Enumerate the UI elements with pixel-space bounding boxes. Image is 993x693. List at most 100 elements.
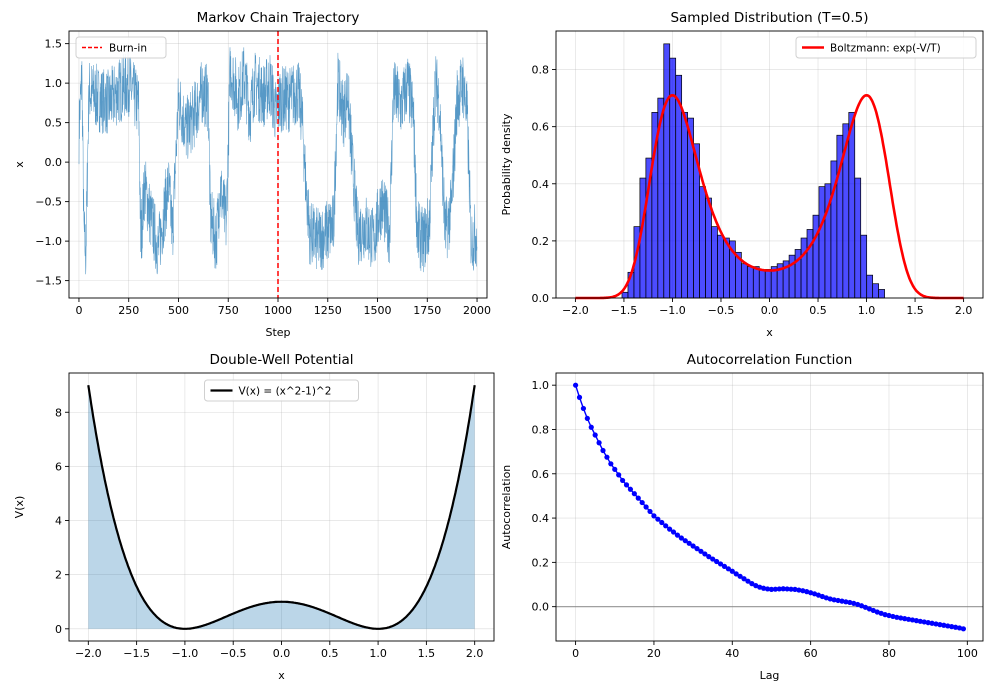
autocorr-point — [874, 609, 880, 615]
legend-box — [204, 379, 359, 402]
autocorr-point — [729, 568, 735, 574]
histogram-bar — [752, 266, 760, 299]
x-tick-label: 0.0 — [761, 304, 779, 317]
autocorr-point — [643, 504, 649, 510]
autocorr-point — [580, 405, 587, 412]
autocorr-point — [674, 532, 681, 538]
autocorr-point — [682, 538, 688, 544]
y-tick-label: 1.0 — [532, 379, 550, 392]
autocorr-point — [894, 614, 900, 620]
autocorr-point — [815, 592, 822, 598]
x-tick-label: −0.5 — [708, 304, 735, 317]
axes-frame — [555, 30, 984, 299]
y-tick-label: 4 — [55, 515, 62, 528]
x-tick-label: 0.5 — [809, 304, 827, 317]
x-tick-label: 40 — [725, 647, 739, 660]
autocorr-point — [588, 424, 594, 430]
autocorr-point — [925, 620, 931, 626]
trajectory-line — [78, 47, 478, 275]
autocorr-point — [623, 482, 630, 488]
panel-potential: −2.0 −1.5 −1.0 −0.5 0.0 0.5 1.0 1.5 2.0 0 2 4 6 8 Doub… — [13, 352, 495, 682]
autocorr-point — [714, 558, 720, 565]
axes-frame — [555, 372, 984, 642]
autocorr-point — [839, 598, 845, 604]
y-tick-label: 0.8 — [532, 64, 550, 77]
autocorr-point — [702, 551, 708, 557]
y-tick-label: 1.5 — [45, 38, 63, 51]
potential-fill — [88, 385, 475, 629]
x-axis-label: Lag — [760, 669, 780, 682]
chart-title: Sampled Distribution (T=0.5) — [670, 10, 868, 26]
autocorr-point — [604, 454, 610, 460]
autocorr-point — [663, 523, 669, 529]
autocorr-point — [882, 612, 888, 618]
histogram-bar — [812, 214, 820, 299]
x-tick-label: 250 — [118, 304, 139, 317]
panel-trajectory: 0 250 500 750 1000 1250 1500 1750 2000 −1.5 −1.0 −0… — [13, 10, 491, 339]
autocorr-point — [823, 595, 829, 601]
autocorr-point — [913, 618, 920, 624]
x-tick-label: −0.5 — [220, 647, 247, 660]
autocorr-point — [952, 624, 959, 630]
autocorr-point — [612, 466, 618, 472]
autocorr-point — [733, 571, 739, 577]
autocorr-point — [768, 586, 775, 592]
autocorr-point — [902, 616, 908, 622]
x-tick-label: 2000 — [463, 304, 491, 317]
autocorr-point — [710, 556, 716, 562]
legend-box — [795, 36, 977, 59]
x-tick-label: −1.0 — [172, 647, 199, 660]
autocorr-point — [694, 546, 700, 552]
autocorr-point — [862, 604, 869, 610]
legend-label-potential: V(x) = (x^2-1)^2 — [239, 386, 332, 398]
autocorr-point — [855, 601, 861, 608]
autocorr-point — [651, 513, 657, 519]
histogram-bar — [866, 274, 874, 299]
x-tick-label: 1750 — [413, 304, 441, 317]
autocorr-point — [808, 590, 814, 596]
x-tick-label: 1.5 — [418, 647, 436, 660]
y-tick-label: 0.0 — [45, 156, 63, 169]
y-tick-label: 0.6 — [532, 468, 550, 481]
y-tick-label: 0.6 — [532, 121, 550, 134]
axes-frame — [68, 30, 488, 299]
autocorr-point — [858, 603, 865, 609]
x-tick-label: 750 — [218, 304, 239, 317]
x-tick-label: 20 — [647, 647, 661, 660]
autocorr-point — [929, 620, 935, 626]
x-tick-label: −2.0 — [562, 304, 589, 317]
autocorr-point — [835, 597, 841, 604]
y-tick-label: 0.2 — [532, 556, 550, 569]
y-axis-label: Probability density — [500, 113, 513, 215]
autocorr-point — [945, 623, 951, 629]
autocorr-point — [584, 415, 590, 422]
x-tick-label: 2.0 — [466, 647, 484, 660]
histogram-bar — [746, 266, 754, 299]
boltzmann-curve — [575, 93, 964, 300]
autocorr-point — [890, 613, 896, 620]
potential-curve — [87, 385, 476, 630]
y-tick-label: 0.0 — [532, 292, 550, 305]
autocorr-point — [831, 597, 837, 603]
x-tick-label: 0.0 — [273, 647, 291, 660]
histogram-bar — [818, 186, 826, 299]
histogram-bar — [758, 269, 766, 299]
histogram-bar — [848, 112, 856, 299]
panel-autocorr: 0 20 40 60 80 100 0.0 0.2 0.4 0.6 0.8 1.0 Autocorrel… — [500, 352, 984, 682]
legend-label-boltzmann: Boltzmann: exp(-V/T) — [830, 43, 941, 55]
histogram-bar — [860, 234, 868, 299]
x-axis-label: x — [766, 326, 773, 339]
histogram-bar — [741, 263, 748, 299]
histogram-bar — [854, 177, 862, 299]
x-tick-label: 80 — [882, 647, 896, 660]
x-tick-label: 0.5 — [321, 647, 339, 660]
y-tick-label: 2 — [55, 569, 62, 582]
histogram-bar — [800, 237, 808, 299]
histogram-bar — [681, 112, 688, 299]
y-tick-label: −1.5 — [35, 275, 62, 288]
x-tick-label: 0 — [572, 647, 579, 660]
x-tick-label: 1000 — [264, 304, 292, 317]
histogram-bar — [806, 229, 814, 299]
autocorr-point — [780, 586, 786, 592]
autocorr-point — [800, 588, 806, 594]
